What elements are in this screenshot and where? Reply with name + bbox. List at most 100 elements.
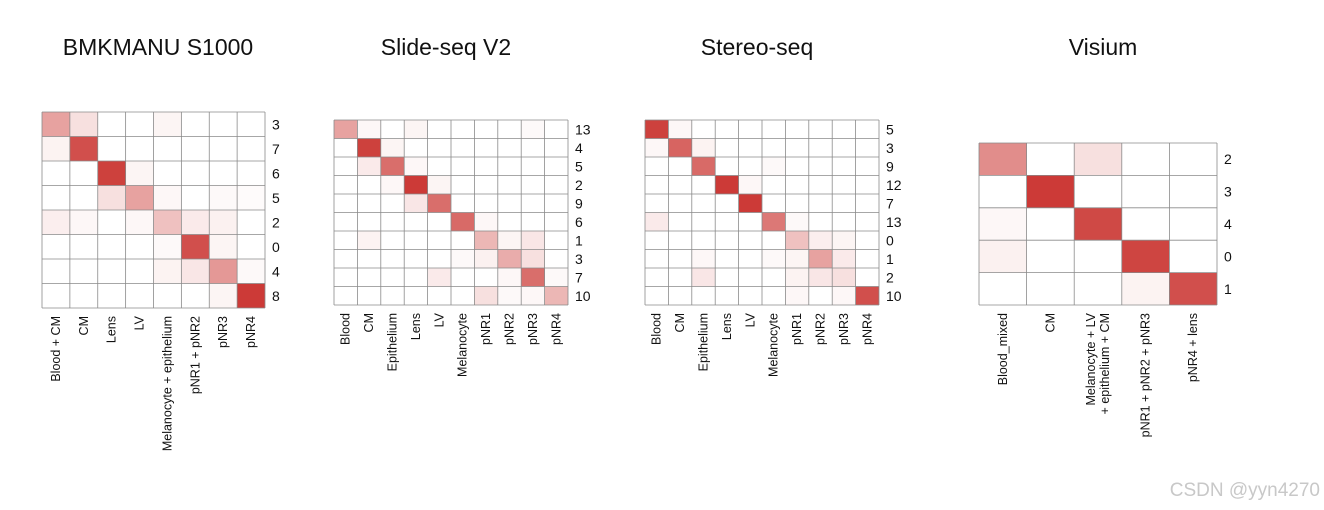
heatmap-cell xyxy=(691,120,716,139)
heatmap-cell xyxy=(209,259,238,284)
heatmap-cell xyxy=(357,249,381,268)
heatmap-cell xyxy=(357,212,381,231)
heatmap-cell xyxy=(427,157,451,176)
heatmap-cell xyxy=(404,212,428,231)
heatmap-cell xyxy=(497,157,522,176)
heatmap-cell xyxy=(97,161,126,186)
heatmap-cell xyxy=(451,286,475,305)
heatmap-cell xyxy=(668,231,692,250)
heatmap-cell xyxy=(715,212,739,231)
heatmap-cell xyxy=(1074,175,1122,208)
column-label: Lens xyxy=(105,316,119,343)
heatmap-cell xyxy=(738,231,762,250)
heatmap-cell xyxy=(404,175,428,194)
heatmap-cell xyxy=(691,231,716,250)
heatmap-cell xyxy=(334,157,358,176)
heatmap-cell xyxy=(808,157,833,176)
heatmap-cell xyxy=(69,112,98,137)
heatmap-cell xyxy=(153,161,182,186)
heatmap-cell xyxy=(497,138,522,157)
heatmap-cell xyxy=(451,249,475,268)
heatmap-cell xyxy=(1074,143,1122,176)
heatmap-cell xyxy=(69,161,98,186)
column-label: LV xyxy=(743,312,757,327)
heatmap-cell xyxy=(1074,272,1122,305)
heatmap-cell xyxy=(42,185,70,210)
heatmap-cell xyxy=(645,194,669,213)
heatmap-cell xyxy=(474,157,498,176)
row-label: 4 xyxy=(1224,216,1232,232)
heatmap-cell xyxy=(691,249,716,268)
heatmap-cell xyxy=(125,185,154,210)
heatmap-cell xyxy=(855,194,879,213)
row-label: 7 xyxy=(575,269,583,285)
heatmap-cell xyxy=(334,249,358,268)
heatmap-cell xyxy=(808,212,833,231)
row-label: 9 xyxy=(575,195,583,211)
heatmap-cell xyxy=(125,259,154,284)
heatmap-cell xyxy=(209,136,238,161)
heatmap-cell xyxy=(785,249,809,268)
heatmap-cell xyxy=(97,210,126,235)
heatmap-cell xyxy=(125,234,154,259)
heatmap-cell xyxy=(832,268,856,287)
heatmap-cell xyxy=(785,231,809,250)
column-label: LV xyxy=(432,312,446,327)
column-label: Melanocyte + LV+ epithelium + CM xyxy=(1084,312,1112,414)
row-label: 13 xyxy=(575,121,591,137)
column-label: pNR1 + pNR2 + pNR3 xyxy=(1139,313,1153,437)
column-label: Melanocyte + epithelium xyxy=(160,316,174,451)
heatmap-cell xyxy=(181,283,210,308)
heatmap-cell xyxy=(153,136,182,161)
heatmap-cell xyxy=(521,120,545,139)
heatmap-cell xyxy=(1169,143,1217,176)
heatmap-cell xyxy=(69,283,98,308)
row-label: 5 xyxy=(575,158,583,174)
heatmap-cell xyxy=(715,268,739,287)
heatmap-cell xyxy=(404,231,428,250)
heatmap-cell xyxy=(691,157,716,176)
heatmap-cell xyxy=(979,272,1027,305)
column-label: pNR1 xyxy=(790,313,804,345)
heatmap-cell xyxy=(42,259,70,284)
heatmap-cell xyxy=(1026,143,1075,176)
heatmap-cell xyxy=(808,286,833,305)
heatmap-cell xyxy=(1026,240,1075,273)
heatmap-cell xyxy=(762,231,786,250)
heatmap-cell xyxy=(738,157,762,176)
row-label: 6 xyxy=(272,165,280,181)
chart-title: Slide-seq V2 xyxy=(381,34,511,60)
heatmap-cell xyxy=(474,286,498,305)
heatmap-cell xyxy=(715,194,739,213)
heatmap-cell xyxy=(357,157,381,176)
heatmap-cell xyxy=(521,157,545,176)
column-label: pNR4 xyxy=(549,313,563,345)
heatmap-cell xyxy=(668,157,692,176)
heatmap-cell xyxy=(738,212,762,231)
heatmap-cell xyxy=(691,286,716,305)
row-label: 2 xyxy=(272,214,280,230)
heatmap-cell xyxy=(181,136,210,161)
heatmap-cell xyxy=(153,234,182,259)
heatmap-cell xyxy=(715,286,739,305)
heatmap-cell xyxy=(785,212,809,231)
heatmap-cell xyxy=(153,259,182,284)
heatmap-cell xyxy=(474,194,498,213)
heatmap-cell xyxy=(1169,272,1217,305)
heatmap-cell xyxy=(497,231,522,250)
heatmap-cell xyxy=(209,234,238,259)
heatmap-cell xyxy=(380,175,405,194)
heatmap-cell xyxy=(451,268,475,287)
heatmap-cell xyxy=(474,268,498,287)
heatmap-cell xyxy=(691,138,716,157)
heatmap-cell xyxy=(380,120,405,139)
heatmap-cell xyxy=(474,231,498,250)
heatmap-cell xyxy=(474,175,498,194)
heatmap-cell xyxy=(209,112,238,137)
heatmap-cell xyxy=(380,286,405,305)
heatmap-cell xyxy=(237,185,265,210)
heatmap-cell xyxy=(668,120,692,139)
heatmap-cell xyxy=(832,194,856,213)
heatmap-cell xyxy=(153,185,182,210)
